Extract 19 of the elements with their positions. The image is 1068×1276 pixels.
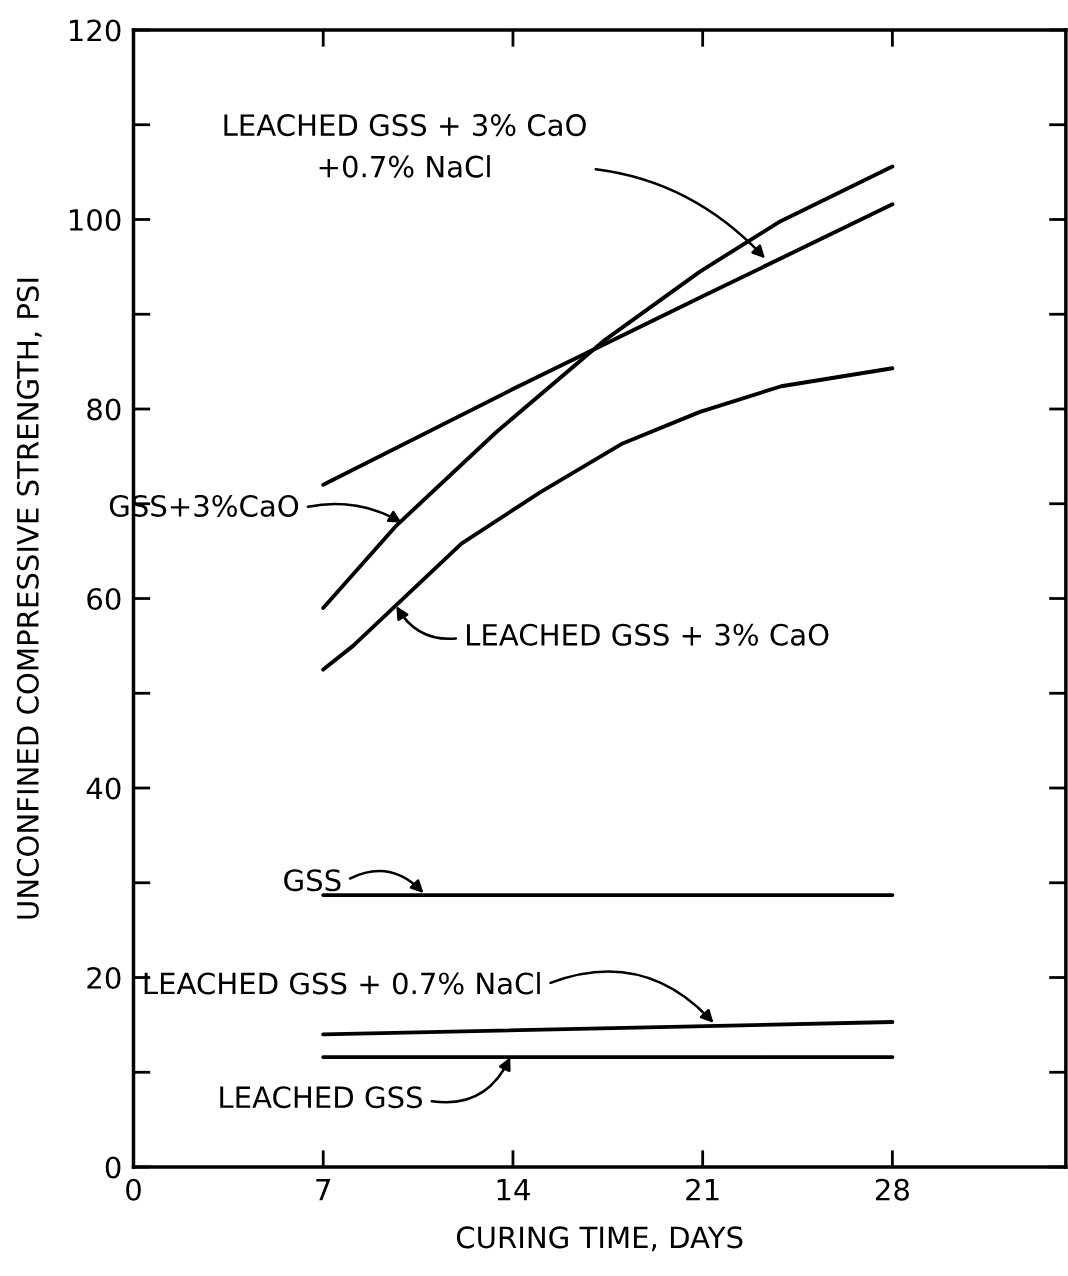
y-tick-label: 20 — [87, 966, 121, 990]
y-tick-label: 100 — [69, 208, 121, 231]
annotation: LEACHED GSS + 3% CaO — [467, 623, 829, 646]
y-tick-label: 40 — [86, 777, 121, 800]
y-tick-label: 120 — [69, 19, 121, 42]
y-tick-label: 0 — [105, 1156, 121, 1179]
annotation: LEACHED GSS — [220, 1086, 422, 1109]
y-tick-label: 60 — [87, 587, 121, 610]
annotation: LEACHED GSS + 3% CaO +0.7% NaCl — [224, 114, 586, 178]
x-tick-label: 28 — [875, 1178, 909, 1201]
y-axis-title: UNCONFINED COMPRESSIVE STRENGTH, PSI — [16, 278, 42, 919]
annotation: LEACHED GSS + 0.7% NaCl — [144, 971, 540, 995]
x-axis-title: CURING TIME, DAYS — [456, 1226, 743, 1252]
y-tick-label: 80 — [87, 398, 121, 421]
annotation: GSS — [284, 869, 341, 892]
x-tick-label: 14 — [497, 1179, 530, 1201]
x-tick-label: 7 — [316, 1179, 331, 1201]
x-tick-label: 0 — [126, 1178, 141, 1201]
x-tick-label: 21 — [686, 1178, 719, 1201]
